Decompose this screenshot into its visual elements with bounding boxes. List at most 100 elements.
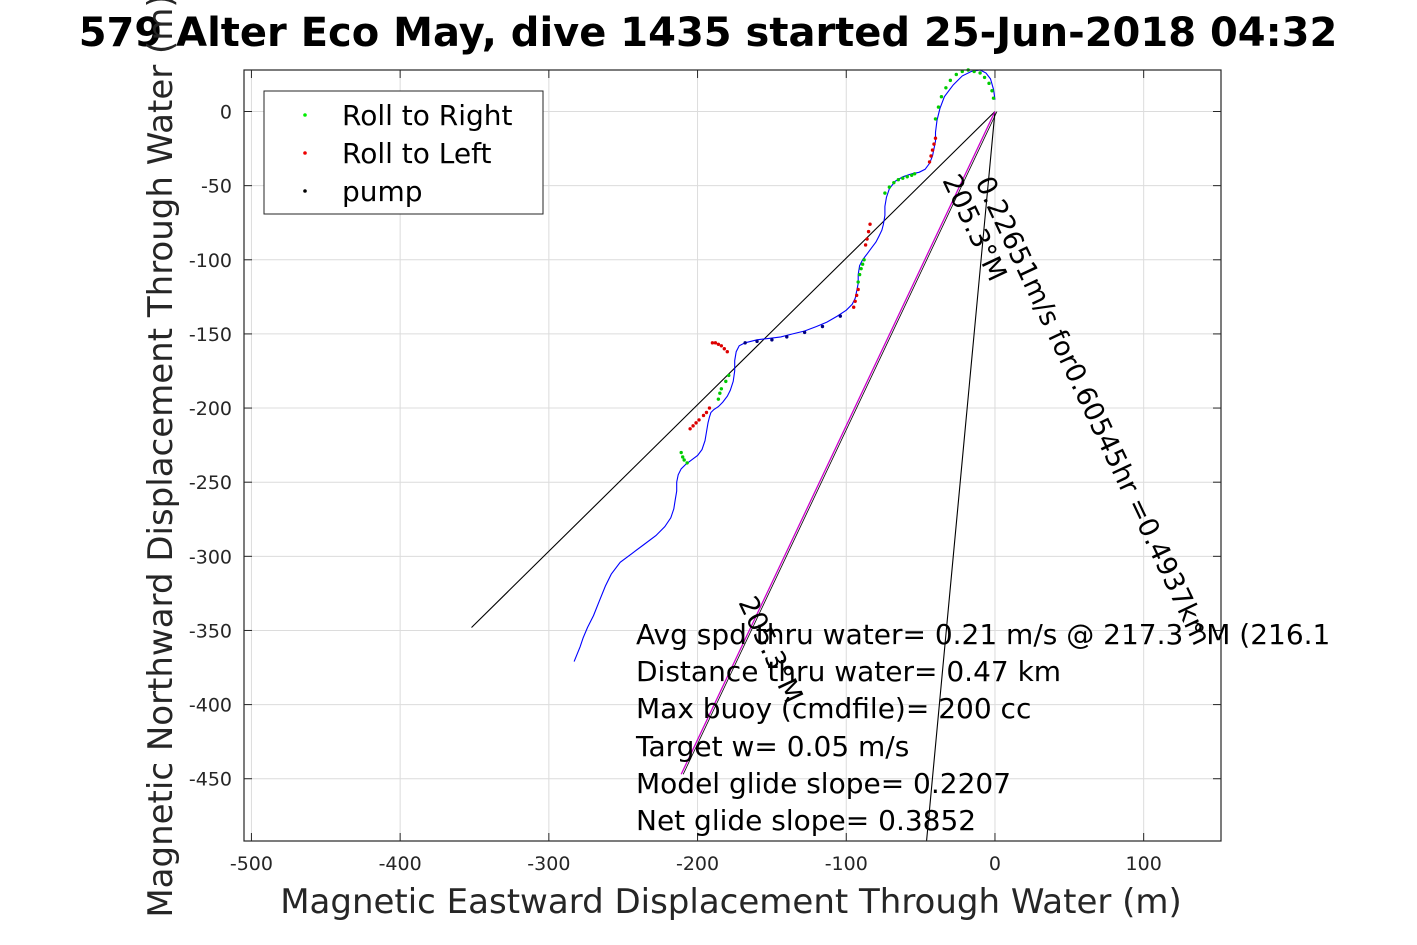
legend-box	[263, 90, 544, 215]
x-tick-label: -300	[527, 853, 570, 875]
roll-right-point	[909, 173, 914, 177]
x-tick-label: 100	[1126, 853, 1162, 875]
roll-right-point	[905, 175, 909, 179]
stats-avg-speed: Avg spd thru water= 0.21 m/s @ 217.3 °M …	[636, 618, 1330, 651]
plot-frame	[243, 69, 1222, 842]
roll-right-point	[939, 94, 944, 99]
roll-right-point	[862, 258, 866, 262]
y-tick-label: -450	[189, 769, 232, 791]
x-tick-label: -400	[379, 853, 422, 875]
roll-left-point	[865, 237, 869, 241]
y-tick-label: -50	[201, 176, 232, 198]
roll-right-point	[972, 69, 976, 74]
legend-marker-roll-right	[303, 113, 307, 117]
roll-right-point	[860, 262, 865, 266]
roll-left-point	[868, 222, 872, 226]
roll-left-point	[929, 154, 933, 158]
pump-point	[755, 339, 759, 344]
roll-left-point	[725, 350, 729, 354]
roll-left-point	[856, 287, 860, 292]
roll-right-point	[987, 81, 991, 86]
roll-right-point	[857, 272, 862, 277]
roll-left-point	[697, 418, 701, 422]
glider-track-line	[573, 69, 996, 662]
roll-right-point	[685, 461, 689, 465]
roll-left-point	[866, 229, 871, 234]
roll-right-point	[724, 379, 728, 384]
x-tick-label: -100	[825, 853, 868, 875]
y-tick-label: -250	[189, 472, 232, 494]
model-heading-line	[680, 111, 996, 775]
y-tick-label: -100	[189, 250, 232, 272]
y-tick-label: 0	[220, 102, 232, 124]
roll-left-point	[932, 142, 936, 146]
roll-left-point	[719, 344, 724, 348]
roll-right-point	[887, 185, 892, 189]
stats-target-w: Target w= 0.05 m/s	[635, 730, 909, 763]
roll-left-point	[710, 341, 715, 345]
x-tick-label: 0	[989, 853, 1001, 875]
roll-left-point	[851, 305, 856, 309]
roll-right-point	[719, 387, 724, 391]
rotated-speed-annotation: 0.22651m/s for0.60545hr =0.4937km	[969, 172, 1217, 650]
stats-block: Avg spd thru water= 0.21 m/s @ 217.3 °M …	[635, 618, 1330, 837]
reference-line-2	[926, 111, 996, 842]
axis-ticks: -500 -400 -300 -200 -100 0 100 0 -50 -100 -150 -200…	[189, 70, 1221, 875]
roll-left-point	[863, 243, 868, 247]
roll-right-point	[883, 191, 887, 195]
x-tick-label: -500	[230, 853, 273, 875]
roll-left-point	[933, 136, 938, 140]
roll-left-point	[713, 341, 718, 345]
roll-right-point	[856, 280, 860, 284]
roll-left-point	[853, 299, 857, 303]
y-tick-label: -300	[189, 546, 232, 568]
roll-right-point	[978, 71, 982, 75]
roll-left-point	[930, 148, 935, 152]
y-tick-label: -150	[189, 324, 232, 346]
stats-distance: Distance thru water= 0.47 km	[636, 655, 1061, 688]
model-heading-line-shadow	[682, 111, 998, 775]
roll-right-point	[982, 75, 987, 80]
roll-right-point	[680, 455, 685, 459]
stats-model-glide: Model glide slope= 0.2207	[636, 767, 1011, 800]
grid-lines	[244, 70, 1221, 841]
roll-left-point	[707, 406, 712, 410]
roll-left-point	[688, 427, 692, 431]
roll-left-point	[694, 421, 698, 425]
roll-right-point	[960, 69, 964, 74]
roll-left-point	[854, 293, 859, 298]
y-axis-label: Magnetic Northward Displacement Through …	[141, 0, 181, 918]
legend-label-roll-left: Roll to Left	[342, 137, 491, 170]
roll-right-point	[990, 89, 994, 93]
legend-label-roll-right: Roll to Right	[342, 99, 513, 132]
y-tick-label: -350	[189, 620, 232, 642]
roll-right-point	[896, 178, 901, 182]
roll-left-point	[704, 410, 709, 415]
x-tick-label: -200	[676, 853, 719, 875]
pump-point	[785, 335, 789, 339]
roll-right-point	[933, 117, 938, 121]
pump-point	[743, 341, 747, 345]
roll-right-point	[682, 458, 686, 462]
plot-data	[471, 68, 998, 842]
roll-left-point	[716, 342, 721, 346]
legend-label-pump: pump	[342, 175, 423, 208]
roll-right-point	[944, 86, 948, 90]
stats-net-glide: Net glide slope= 0.3852	[636, 804, 976, 837]
roll-right-point	[954, 72, 959, 77]
roll-right-point	[892, 180, 896, 185]
roll-right-point	[948, 78, 953, 83]
pump-point	[802, 330, 807, 335]
y-tick-label: -400	[189, 695, 232, 717]
roll-right-point	[859, 266, 863, 271]
roll-right-point	[716, 397, 721, 401]
roll-right-point	[679, 450, 683, 455]
pump-point	[820, 324, 825, 329]
y-tick-label: -200	[189, 398, 232, 420]
roll-left-point	[691, 424, 695, 428]
pump-point	[838, 314, 843, 318]
chart-title: 579 Alter Eco May, dive 1435 started 25-…	[79, 10, 1338, 56]
legend: Roll to Right Roll to Left pump	[263, 90, 544, 215]
roll-right-point	[727, 373, 731, 378]
